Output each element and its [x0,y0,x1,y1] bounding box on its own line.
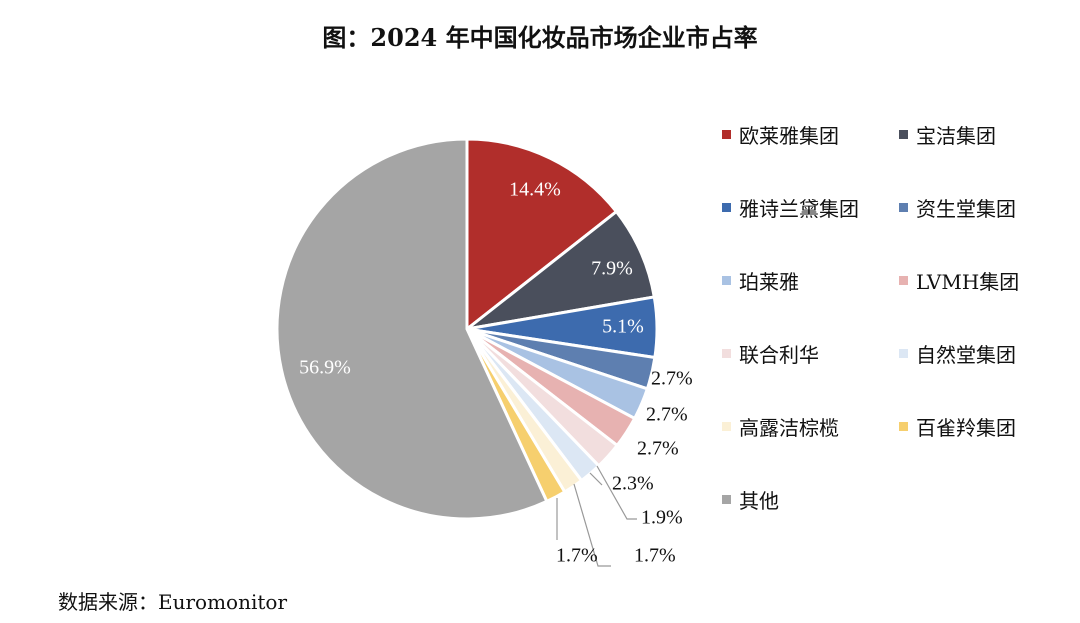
slice-value-label: 1.7% [634,545,676,567]
legend-item: 雅诗兰黛集团 [722,193,859,222]
legend-label: 欧莱雅集团 [739,124,839,148]
legend-label: 百雀羚集团 [916,416,1016,440]
legend-label: 宝洁集团 [916,124,996,148]
legend-swatch [722,495,731,504]
source-note: 数据来源：Euromonitor [58,590,288,614]
slice-value-label: 1.9% [641,507,683,529]
legend-swatch [722,276,731,285]
slice-value-label: 7.9% [591,258,633,280]
legend-swatch [722,422,731,431]
legend-label: 雅诗兰黛集团 [739,197,859,221]
legend-item: 高露洁棕榄 [722,412,839,441]
legend-swatch [899,422,908,431]
legend-item: 百雀羚集团 [899,412,1016,441]
legend-swatch [899,130,908,139]
legend-swatch [722,130,731,139]
legend-item: 宝洁集团 [899,120,996,149]
slice-value-label: 2.7% [637,438,679,460]
legend-swatch [899,349,908,358]
leader-line [589,472,603,486]
slice-value-label: 1.7% [556,545,598,567]
legend-swatch [722,203,731,212]
legend-item: 欧莱雅集团 [722,120,839,149]
pie-slice [466,209,657,331]
pie-slice [275,137,549,521]
legend-swatch [899,203,908,212]
legend-item: 资生堂集团 [899,193,1016,222]
legend-label: LVMH集团 [916,270,1020,294]
slice-value-label: 5.1% [602,316,644,338]
leader-line [596,465,637,520]
chart-title: 图：2024 年中国化妆品市场企业市占率 [322,23,758,52]
slice-value-label: 2.7% [646,404,688,426]
slice-value-label: 2.7% [651,368,693,390]
legend-label: 自然堂集团 [916,343,1016,367]
legend-label: 高露洁棕榄 [739,416,839,440]
legend-item: 联合利华 [722,339,819,368]
legend-item: 自然堂集团 [899,339,1016,368]
pie-slice [465,137,619,333]
legend-label: 珀莱雅 [739,270,799,294]
legend-swatch [722,349,731,358]
slice-value-label: 56.9% [299,357,351,379]
legend-label: 联合利华 [739,343,819,367]
slice-value-label: 2.3% [612,473,654,495]
legend-swatch [899,276,908,285]
legend-item: 珀莱雅 [722,266,799,295]
slice-value-label: 14.4% [509,179,561,201]
legend-label: 资生堂集团 [916,197,1016,221]
leader-line [573,483,611,567]
legend-item: LVMH集团 [899,266,1019,295]
legend-item: 其他 [722,485,779,514]
legend-label: 其他 [739,489,779,513]
